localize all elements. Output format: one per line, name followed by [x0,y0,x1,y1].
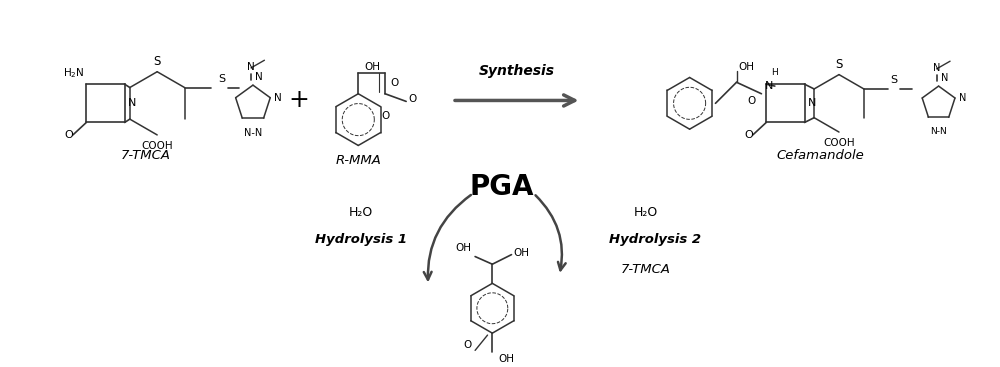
Text: O: O [748,96,756,106]
Text: OH: OH [364,62,380,72]
Text: R-MMA: R-MMA [335,154,381,167]
Text: Hydrolysis 2: Hydrolysis 2 [609,233,701,246]
Text: 7-TMCA: 7-TMCA [621,264,671,276]
Text: OH: OH [455,243,471,253]
Text: N-N: N-N [930,127,947,136]
Text: N: N [274,93,282,103]
Text: S: S [153,55,161,68]
Text: COOH: COOH [141,141,173,151]
Text: N: N [959,93,966,103]
Text: N: N [941,73,948,83]
Text: O: O [391,78,399,88]
Text: 7-TMCA: 7-TMCA [121,149,171,161]
Text: O: O [745,130,753,140]
Text: H: H [771,68,778,76]
Text: $\mathregular{H_2N}$: $\mathregular{H_2N}$ [63,66,84,80]
Text: S: S [218,74,225,84]
Text: PGA: PGA [470,172,534,201]
Text: H₂O: H₂O [633,206,658,219]
Text: N: N [807,98,816,108]
Text: Cefamandole: Cefamandole [777,149,865,161]
Text: H₂O: H₂O [349,206,373,219]
Text: +: + [288,88,309,112]
Text: Synthesis: Synthesis [479,65,555,79]
Text: O: O [463,339,471,350]
Text: N-N: N-N [244,128,262,138]
Text: N: N [247,62,255,72]
Text: S: S [835,58,843,71]
Text: O: O [408,94,416,105]
Text: N: N [255,72,263,82]
Text: OH: OH [738,62,754,72]
Text: O: O [381,111,389,121]
Text: COOH: COOH [823,138,855,148]
Text: S: S [891,75,898,85]
Text: N: N [933,63,940,73]
Text: OH: OH [513,248,529,258]
Text: OH: OH [498,354,514,364]
Text: N: N [765,81,774,91]
Text: O: O [65,130,73,140]
Text: Hydrolysis 1: Hydrolysis 1 [315,233,407,246]
Text: N: N [127,98,136,108]
